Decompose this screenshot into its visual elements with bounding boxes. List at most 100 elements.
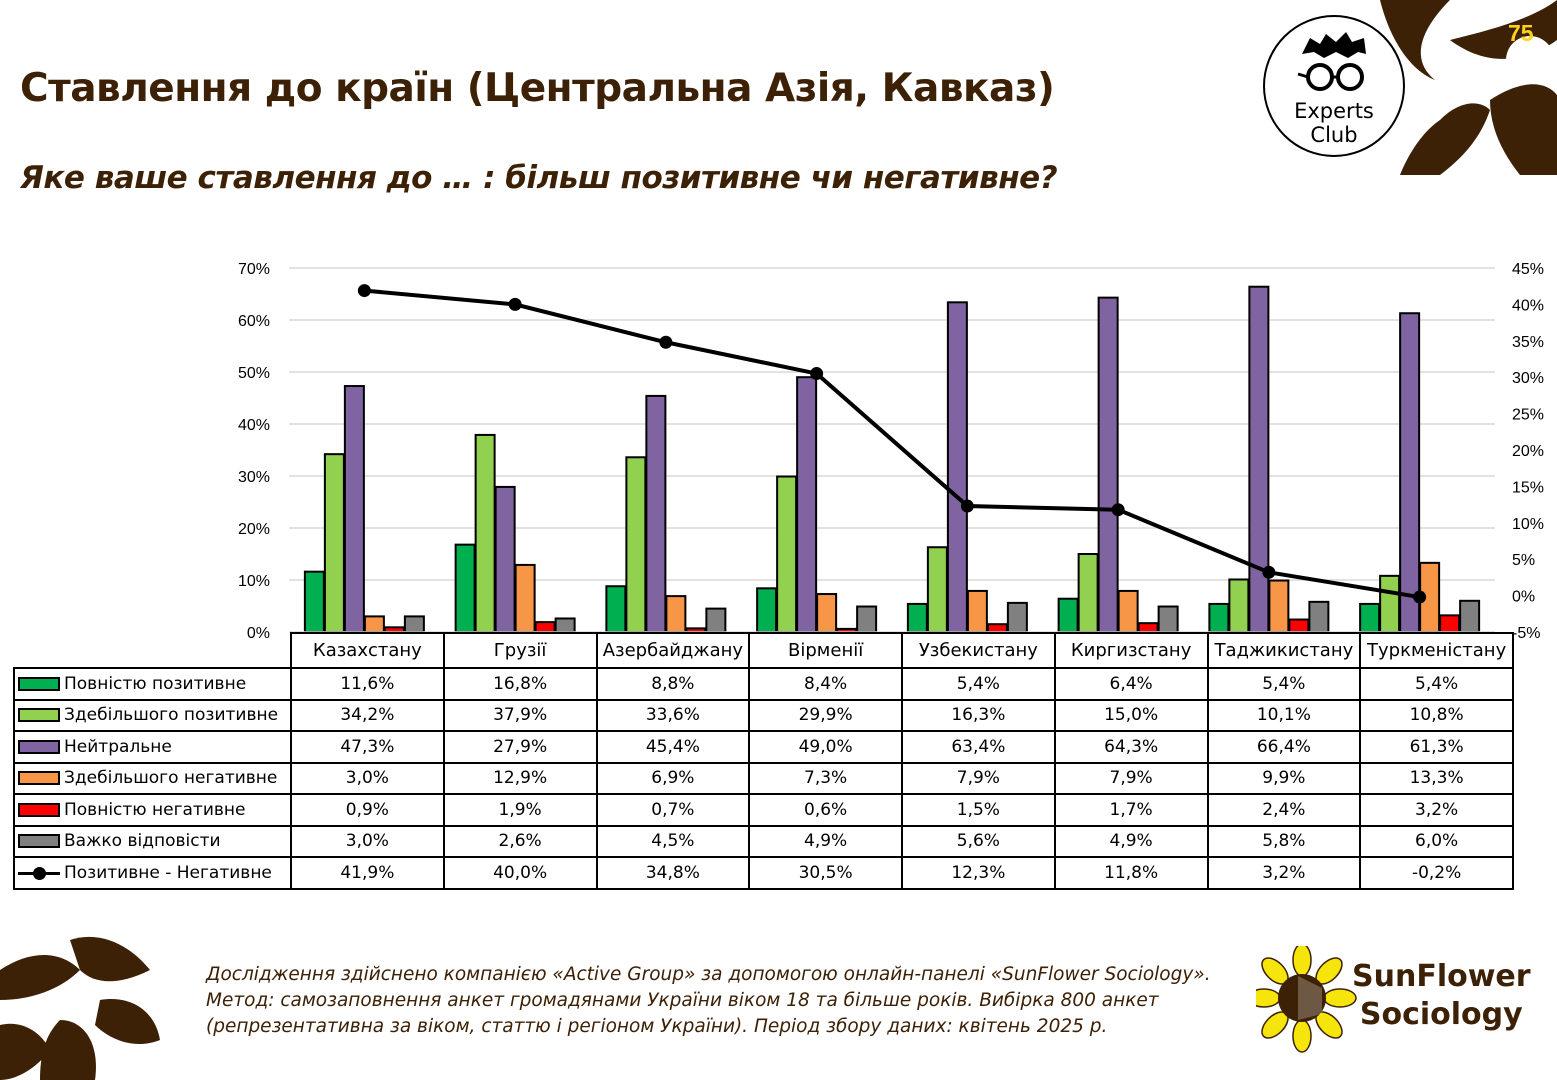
category-label: Киргизстану xyxy=(1053,632,1209,669)
data-label: 3,0% xyxy=(290,824,445,858)
sunflower-sociology-logo xyxy=(1256,946,1357,1053)
data-label: 1,5% xyxy=(901,793,1056,827)
bar-4 xyxy=(514,563,536,634)
bar-4 xyxy=(816,593,838,634)
legend-swatch xyxy=(18,834,60,849)
data-label: 3,2% xyxy=(1206,856,1362,890)
bar-5 xyxy=(1439,614,1461,633)
data-label: 10,8% xyxy=(1359,698,1514,732)
hair-icon xyxy=(1302,32,1366,58)
data-label: 40,0% xyxy=(442,856,598,890)
experts-club-logo: Experts Club xyxy=(1263,15,1405,157)
bar-6 xyxy=(1157,605,1179,633)
legend-label: Нейтральне xyxy=(64,736,172,757)
data-label: 3,0% xyxy=(290,761,445,795)
legend-swatch xyxy=(18,739,60,754)
data-label: 61,3% xyxy=(1359,730,1514,764)
data-label: 47,3% xyxy=(290,730,445,764)
data-label: 41,9% xyxy=(290,856,445,890)
footer-methodology-note: Дослідження здійснено компанією «Active … xyxy=(206,964,1211,1037)
data-label: 49,0% xyxy=(748,730,903,764)
page-subtitle: Яке ваше ставлення до … : більш позитивн… xyxy=(20,160,1058,196)
net-attitude-point xyxy=(960,499,974,513)
data-label: 6,0% xyxy=(1359,824,1514,858)
bar-6 xyxy=(1308,600,1330,633)
bar-3 xyxy=(946,301,968,633)
bar-6 xyxy=(1006,601,1028,634)
bar-2 xyxy=(1379,574,1401,633)
data-label: 27,9% xyxy=(442,730,598,764)
data-label: 66,4% xyxy=(1206,730,1362,764)
category-label: Грузії xyxy=(442,632,598,669)
data-label: 4,5% xyxy=(595,824,751,858)
series-row: Нейтральне 47,3% 27,9% 45,4% 49,0% 63,4% 64,3%… xyxy=(13,730,1514,764)
legend-swatch xyxy=(18,676,60,691)
bar-6 xyxy=(403,615,425,633)
bar-3 xyxy=(645,394,667,633)
data-label: 3,2% xyxy=(1359,793,1514,827)
series-row: Повністю позитивне 11,6% 16,8% 8,8% 8,4% 5,4%… xyxy=(13,667,1514,701)
bar-1 xyxy=(1208,602,1230,634)
data-label: 64,3% xyxy=(1053,730,1209,764)
bar-1 xyxy=(454,543,476,634)
experts-logo-line1: Experts xyxy=(1294,99,1374,123)
data-label: 6,4% xyxy=(1053,667,1209,701)
sunflower-brand-line1: SunFlower xyxy=(1352,959,1531,994)
attitude-chart: 0%10%20%30%40%50%60%70%-5%0%5%10%15%20%2… xyxy=(238,261,1544,642)
data-label: 11,8% xyxy=(1053,856,1209,890)
series-row: Здебільшого позитивне 34,2% 37,9% 33,6% 29,9… xyxy=(13,698,1514,732)
data-label: 15,0% xyxy=(1053,698,1209,732)
bar-5 xyxy=(1288,618,1310,633)
legend-label: Повністю позитивне xyxy=(64,673,247,694)
data-label: 0,9% xyxy=(290,793,445,827)
series-row: Позитивне - Негативне 41,9% 40,0% 34,8% 30,5… xyxy=(13,856,1514,890)
y-tick-label: 10% xyxy=(238,573,270,590)
bar-6 xyxy=(856,605,878,633)
net-attitude-point xyxy=(1413,590,1427,604)
data-label: 12,9% xyxy=(442,761,598,795)
data-label: -0,2% xyxy=(1359,856,1514,890)
data-label: 34,2% xyxy=(290,698,445,732)
y2-tick-label: 40% xyxy=(1512,297,1544,314)
data-label: 16,3% xyxy=(901,698,1056,732)
data-label: 5,4% xyxy=(901,667,1056,701)
category-label: Вірменії xyxy=(748,632,903,669)
bar-3 xyxy=(796,376,818,633)
bar-3 xyxy=(494,485,516,633)
data-label: 5,4% xyxy=(1359,667,1514,701)
data-label: 11,6% xyxy=(290,667,445,701)
legend-label: Важко відповісти xyxy=(64,831,221,852)
bar-1 xyxy=(1359,602,1381,634)
legend-swatch xyxy=(18,771,60,786)
category-label: Азербайджану xyxy=(595,632,751,669)
y-tick-label: 30% xyxy=(238,469,270,486)
category-row: Казахстану Грузії Азербайджану Вірменії Узбе… xyxy=(14,632,1514,669)
bar-2 xyxy=(474,433,496,633)
sunflower-brand-line2: Sociology xyxy=(1359,997,1523,1032)
data-label: 63,4% xyxy=(901,730,1056,764)
data-label: 4,9% xyxy=(1053,824,1209,858)
bar-4 xyxy=(665,595,687,633)
bar-2 xyxy=(323,453,345,633)
y-tick-label: 40% xyxy=(238,417,270,434)
series-row: Повністю негативне 0,9% 1,9% 0,7% 0,6% 1,5% 1,… xyxy=(13,793,1514,827)
bar-2 xyxy=(1228,578,1250,634)
legend-cell: Повністю негативне xyxy=(13,793,292,827)
bar-2 xyxy=(1077,553,1099,633)
page-number: 75 xyxy=(1508,20,1534,46)
series-row: Здебільшого негативне 3,0% 12,9% 6,9% 7,3% 7,… xyxy=(13,761,1514,795)
bar-4 xyxy=(1117,589,1139,634)
data-label: 6,9% xyxy=(595,761,751,795)
legend-label: Повністю негативне xyxy=(64,799,246,820)
bar-4 xyxy=(363,615,385,633)
bar-5 xyxy=(534,621,556,633)
legend-cell: Позитивне - Негативне xyxy=(13,856,292,890)
net-attitude-point xyxy=(508,297,522,311)
y-tick-label: 60% xyxy=(238,313,270,330)
data-label: 0,7% xyxy=(595,793,751,827)
data-label: 5,8% xyxy=(1206,824,1362,858)
experts-logo-line2: Club xyxy=(1310,123,1357,147)
legend-cell: Важко відповісти xyxy=(13,824,292,858)
y2-tick-label: 45% xyxy=(1512,261,1544,278)
y2-tick-label: 10% xyxy=(1512,516,1544,533)
